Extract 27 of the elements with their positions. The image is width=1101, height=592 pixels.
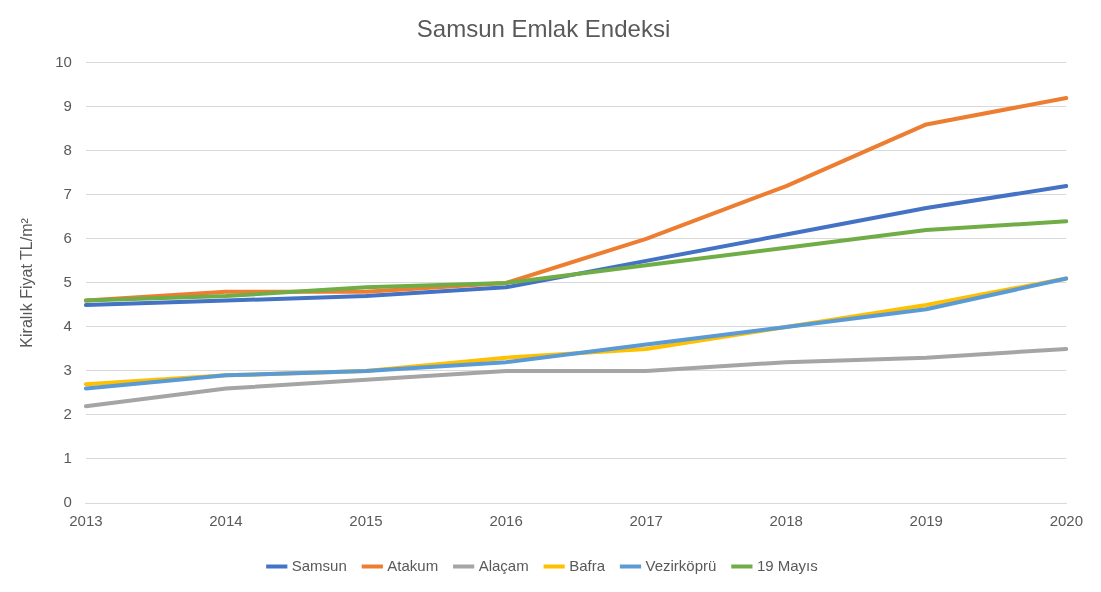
y-axis-title: Kiralık Fiyat TL/m² (18, 217, 36, 348)
y-tick-label: 3 (63, 361, 72, 379)
y-tick-label: 5 (63, 273, 72, 291)
legend-label: 19 Mayıs (756, 556, 818, 574)
x-tick-label: 2019 (909, 512, 943, 530)
legend-label: Samsun (291, 556, 347, 574)
legend-label: Alaçam (478, 556, 529, 574)
y-tick-label: 8 (63, 140, 72, 158)
y-tick-label: 7 (63, 185, 72, 202)
x-tick-label: 2016 (489, 512, 523, 530)
x-tick-label: 2015 (349, 512, 383, 530)
legend-label: Vezirköprü (645, 556, 717, 574)
x-tick-label: 2013 (69, 512, 103, 530)
y-tick-label: 4 (63, 317, 72, 335)
y-tick-label: 0 (63, 493, 72, 511)
x-tick-label: 2018 (769, 512, 803, 530)
chart-title: Samsun Emlak Endeksi (416, 15, 671, 43)
legend-label: Bafra (569, 556, 606, 574)
legend-label: Atakum (387, 556, 439, 574)
y-tick-label: 2 (63, 405, 72, 423)
y-tick-label: 10 (55, 52, 72, 70)
y-tick-label: 9 (63, 96, 72, 114)
x-tick-label: 2020 (1049, 512, 1083, 530)
y-tick-label: 6 (63, 229, 72, 247)
y-tick-label: 1 (63, 449, 72, 467)
x-tick-label: 2017 (629, 512, 663, 530)
x-tick-label: 2014 (209, 512, 243, 530)
